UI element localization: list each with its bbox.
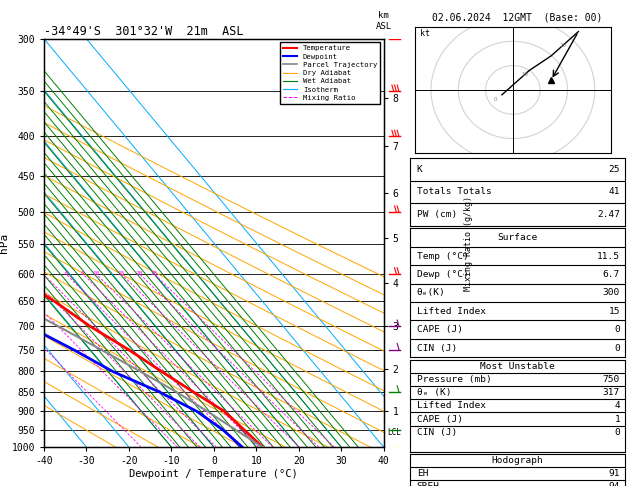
Text: K: K: [417, 165, 423, 174]
Text: SREH: SREH: [417, 482, 440, 486]
Text: Temp (°C): Temp (°C): [417, 252, 469, 260]
Text: 94: 94: [609, 482, 620, 486]
Text: 0: 0: [615, 344, 620, 352]
Text: θₑ (K): θₑ (K): [417, 388, 452, 397]
Text: 300: 300: [603, 288, 620, 297]
Text: CIN (J): CIN (J): [417, 344, 457, 352]
Text: 10: 10: [521, 72, 528, 77]
Text: 25: 25: [150, 271, 158, 277]
Text: 41: 41: [609, 188, 620, 196]
Text: CAPE (J): CAPE (J): [417, 415, 463, 423]
Text: 91: 91: [609, 469, 620, 478]
Text: Dewp (°C): Dewp (°C): [417, 270, 469, 279]
Text: km
ASL: km ASL: [376, 11, 392, 31]
X-axis label: Dewpoint / Temperature (°C): Dewpoint / Temperature (°C): [130, 469, 298, 479]
Text: 6: 6: [64, 271, 68, 277]
Text: Hodograph: Hodograph: [491, 456, 543, 465]
Text: 10: 10: [92, 271, 100, 277]
Legend: Temperature, Dewpoint, Parcel Trajectory, Dry Adiabat, Wet Adiabat, Isotherm, Mi: Temperature, Dewpoint, Parcel Trajectory…: [280, 42, 380, 104]
Text: CAPE (J): CAPE (J): [417, 325, 463, 334]
Text: 317: 317: [603, 388, 620, 397]
Text: 15: 15: [609, 307, 620, 316]
Text: 0: 0: [615, 428, 620, 437]
Text: kt: kt: [420, 30, 430, 38]
Text: 25: 25: [609, 165, 620, 174]
Text: 20: 20: [136, 271, 143, 277]
Text: 11.5: 11.5: [597, 252, 620, 260]
Text: 0: 0: [494, 97, 498, 102]
Text: EH: EH: [417, 469, 428, 478]
Text: 15: 15: [118, 271, 125, 277]
Text: Lifted Index: Lifted Index: [417, 401, 486, 410]
Text: θₑ(K): θₑ(K): [417, 288, 445, 297]
Text: Surface: Surface: [498, 233, 537, 242]
Text: 750: 750: [603, 375, 620, 384]
Text: 2.47: 2.47: [597, 210, 620, 219]
Text: 8: 8: [81, 271, 85, 277]
Text: 20: 20: [559, 43, 566, 48]
Text: 1: 1: [615, 415, 620, 423]
Text: Pressure (mb): Pressure (mb): [417, 375, 492, 384]
Text: Totals Totals: Totals Totals: [417, 188, 492, 196]
Text: -34°49'S  301°32'W  21m  ASL: -34°49'S 301°32'W 21m ASL: [44, 25, 243, 38]
Text: 0: 0: [615, 325, 620, 334]
Text: Most Unstable: Most Unstable: [480, 362, 555, 371]
Text: 6.7: 6.7: [603, 270, 620, 279]
Text: 02.06.2024  12GMT  (Base: 00): 02.06.2024 12GMT (Base: 00): [432, 12, 603, 22]
Text: CIN (J): CIN (J): [417, 428, 457, 437]
Text: Lifted Index: Lifted Index: [417, 307, 486, 316]
Text: LCL: LCL: [387, 428, 401, 437]
Text: 4: 4: [615, 401, 620, 410]
Text: Mixing Ratio (g/kg): Mixing Ratio (g/kg): [464, 195, 473, 291]
Y-axis label: hPa: hPa: [0, 233, 9, 253]
Text: PW (cm): PW (cm): [417, 210, 457, 219]
